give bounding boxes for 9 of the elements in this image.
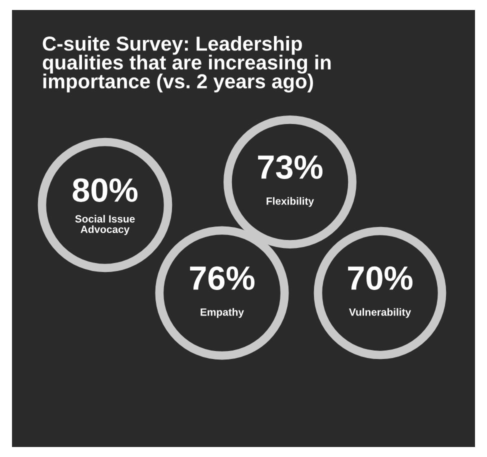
category-label: Empathy bbox=[200, 308, 244, 318]
category-label: Social Issue Advocacy bbox=[75, 214, 135, 236]
data-label: 73% bbox=[258, 155, 322, 179]
data-label: 70% bbox=[348, 266, 412, 290]
data-label: 76% bbox=[190, 266, 254, 290]
text: C-suite Survey: Leadership qualities that are increasing in importance (vs. 2 years ago) bbox=[42, 36, 331, 92]
category-label: Vulnerability bbox=[349, 308, 412, 318]
category-label: Flexibility bbox=[266, 197, 314, 207]
data-label: 80% bbox=[72, 178, 138, 202]
